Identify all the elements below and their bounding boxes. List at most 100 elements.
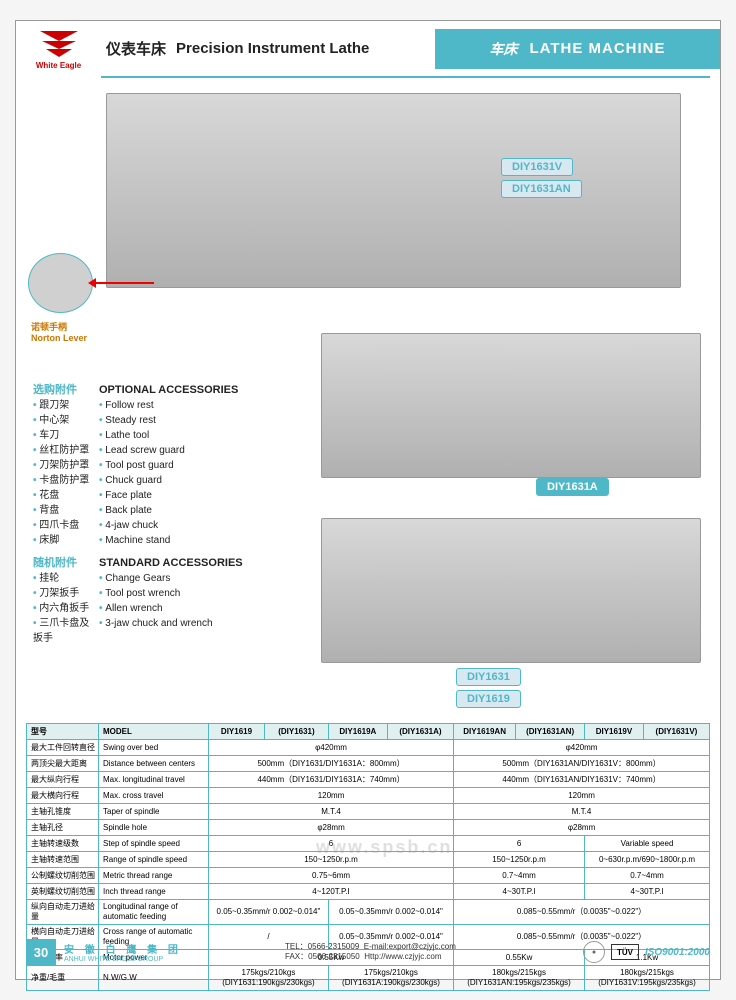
optional-head-cn: 选购附件 [31, 383, 99, 398]
list-item: 挂轮Change Gears [31, 571, 311, 586]
head-c8: (DIY1631V) [643, 724, 709, 740]
header: White Eagle 仪表车床 Precision Instrument La… [16, 21, 720, 76]
table-row: 纵向自动走刀进给量 Longitudinal range of automati… [27, 900, 710, 925]
list-item: 车刀Lathe tool [31, 428, 311, 443]
item-cn: 刀架防护罩 [31, 458, 99, 473]
company-cn: 安 徽 白 鹰 集 团 [64, 941, 285, 956]
head-model: MODEL [99, 724, 209, 740]
category-cn: 车床 [489, 39, 517, 59]
head-c4: (DIY1631A) [387, 724, 453, 740]
footer-certs: ● TÜV ISO9001:2000 [489, 941, 710, 963]
item-en: Face plate [99, 488, 311, 503]
list-item: 丝杠防护罩Lead screw guard [31, 443, 311, 458]
item-en: Back plate [99, 503, 311, 518]
item-en: Lead screw guard [99, 443, 311, 458]
optional-list: 跟刀架Follow rest中心架Steady rest车刀Lathe tool… [31, 398, 311, 548]
table-row: 净重/毛重 N.W/G.W 175kgs/210kgs (DIY1631:190… [27, 966, 710, 991]
item-en: Follow rest [99, 398, 311, 413]
optional-head-en: OPTIONAL ACCESSORIES [99, 383, 311, 398]
item-cn: 丝杠防护罩 [31, 443, 99, 458]
list-item: 三爪卡盘及扳手3-jaw chuck and wrench [31, 616, 311, 646]
item-cn: 花盘 [31, 488, 99, 503]
table-row: 主轴孔锥度Taper of spindleM.T.4M.T.4 [27, 804, 710, 820]
norton-label-cn: 诺顿手柄 [31, 322, 67, 332]
lathe-image-3 [321, 518, 701, 663]
white-eagle-logo-icon [38, 27, 80, 59]
item-en: Lathe tool [99, 428, 311, 443]
head-c5: DIY1619AN [454, 724, 516, 740]
company-en: ANHUI WHITE EAGLE GROUP [64, 956, 285, 963]
accessories-area: 选购附件 OPTIONAL ACCESSORIES 跟刀架Follow rest… [31, 383, 311, 654]
lathe-image-1 [106, 93, 681, 288]
model-badge-1: DIY1631V [501, 158, 573, 176]
title-en: Precision Instrument Lathe [176, 40, 369, 57]
watermark: www.spsb.cn [316, 837, 452, 858]
page-number: 30 [26, 939, 56, 965]
item-cn: 背盘 [31, 503, 99, 518]
title-category: 车床 LATHE MACHINE [435, 29, 720, 69]
title-left: 仪表车床 Precision Instrument Lathe [101, 38, 435, 59]
footer-company: 安 徽 白 鹰 集 团 ANHUI WHITE EAGLE GROUP [56, 941, 285, 963]
item-cn: 中心架 [31, 413, 99, 428]
list-item: 卡盘防护罩Chuck guard [31, 473, 311, 488]
table-row: 两顶尖最大距离Distance between centers500mm（DIY… [27, 756, 710, 772]
list-item: 刀架防护罩Tool post guard [31, 458, 311, 473]
logo-text: White Eagle [36, 61, 81, 70]
list-item: 背盘Back plate [31, 503, 311, 518]
item-en: Chuck guard [99, 473, 311, 488]
footer-contact: TEL：0566-2315009 E-mail:export@czjyjc.co… [285, 942, 489, 962]
cert-logo-icon: ● [583, 941, 605, 963]
standard-head-cn: 随机附件 [31, 556, 99, 571]
table-head-row: 型号 MODEL DIY1619 (DIY1631) DIY1619A (DIY… [27, 724, 710, 740]
tuv-logo-icon: TÜV [611, 944, 639, 960]
norton-lever-detail [28, 253, 93, 313]
footer: 30 安 徽 白 鹰 集 团 ANHUI WHITE EAGLE GROUP T… [26, 937, 710, 967]
item-cn: 刀架扳手 [31, 586, 99, 601]
list-item: 四爪卡盘4-jaw chuck [31, 518, 311, 533]
list-item: 跟刀架Follow rest [31, 398, 311, 413]
item-en: Tool post guard [99, 458, 311, 473]
standard-list: 挂轮Change Gears刀架扳手Tool post wrench内六角扳手A… [31, 571, 311, 646]
catalog-page: White Eagle 仪表车床 Precision Instrument La… [15, 20, 721, 980]
optional-accessories: 选购附件 OPTIONAL ACCESSORIES 跟刀架Follow rest… [31, 383, 311, 548]
content-area: 诺顿手柄 Norton Lever DIY1631V DIY1631AN DIY… [16, 78, 720, 713]
item-cn: 三爪卡盘及扳手 [31, 616, 99, 646]
title-bar: 仪表车床 Precision Instrument Lathe 车床 LATHE… [101, 29, 720, 69]
lathe-image-2 [321, 333, 701, 478]
item-cn: 床脚 [31, 533, 99, 548]
iso-text: ISO9001:2000 [645, 947, 710, 958]
head-cn: 型号 [27, 724, 99, 740]
list-item: 花盘Face plate [31, 488, 311, 503]
model-badge-2: DIY1631AN [501, 180, 582, 198]
model-badge-4: DIY1631 [456, 668, 521, 686]
fax: FAX：0566-2315050 [285, 952, 360, 961]
norton-label-en: Norton Lever [31, 333, 87, 343]
item-en: Change Gears [99, 571, 311, 586]
table-row: 英制螺纹切削范围 Inch thread range 4~120T.P.I 4~… [27, 884, 710, 900]
item-cn: 挂轮 [31, 571, 99, 586]
item-cn: 跟刀架 [31, 398, 99, 413]
item-en: Machine stand [99, 533, 311, 548]
item-cn: 车刀 [31, 428, 99, 443]
table-row: 主轴孔径Spindle holeφ28mmφ28mm [27, 820, 710, 836]
head-c2: (DIY1631) [265, 724, 329, 740]
item-en: Steady rest [99, 413, 311, 428]
list-item: 床脚Machine stand [31, 533, 311, 548]
title-cn: 仪表车床 [106, 38, 166, 59]
item-en: Allen wrench [99, 601, 311, 616]
standard-head-en: STANDARD ACCESSORIES [99, 556, 311, 571]
standard-accessories: 随机附件 STANDARD ACCESSORIES 挂轮Change Gears… [31, 556, 311, 646]
table-row: 最大工件回转直径Swing over bedφ420mmφ420mm [27, 740, 710, 756]
item-en: Tool post wrench [99, 586, 311, 601]
head-c6: (DIY1631AN) [516, 724, 585, 740]
tel: TEL：0566-2315009 [285, 942, 359, 951]
head-c1: DIY1619 [209, 724, 265, 740]
item-en: 3-jaw chuck and wrench [99, 616, 311, 646]
head-c3: DIY1619A [328, 724, 387, 740]
norton-label: 诺顿手柄 Norton Lever [31, 320, 87, 343]
model-badge-5: DIY1619 [456, 690, 521, 708]
logo-area: White Eagle [16, 27, 101, 70]
item-cn: 四爪卡盘 [31, 518, 99, 533]
category-en: LATHE MACHINE [529, 40, 665, 57]
model-badge-3: DIY1631A [536, 478, 609, 496]
